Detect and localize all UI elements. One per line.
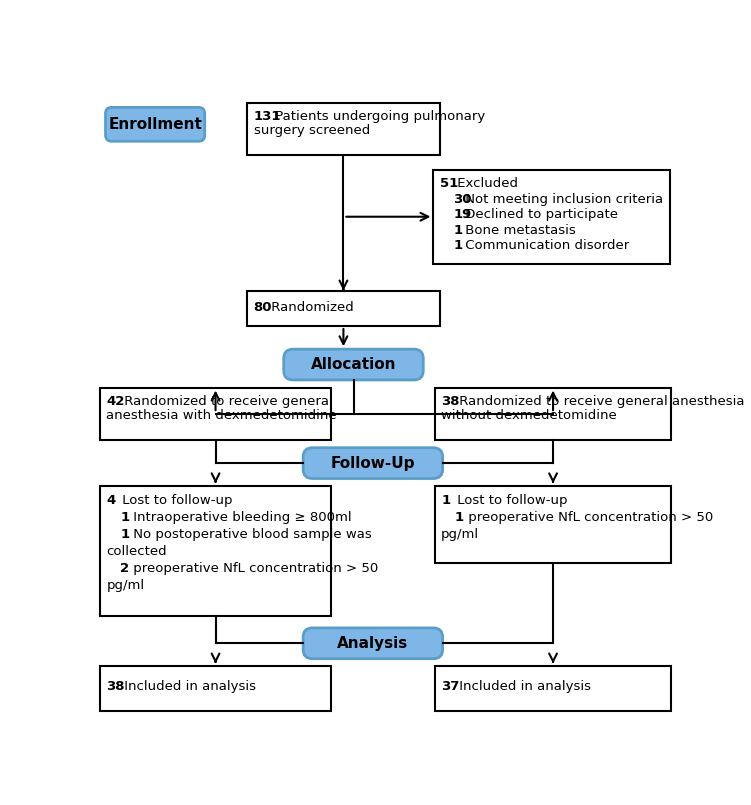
FancyBboxPatch shape: [303, 448, 442, 478]
Text: 1: 1: [454, 224, 463, 237]
Text: surgery screened: surgery screened: [254, 124, 369, 138]
FancyBboxPatch shape: [303, 628, 442, 658]
Text: Communication disorder: Communication disorder: [461, 239, 629, 252]
Bar: [100, 388, 331, 440]
Text: without dexmedetomidine: without dexmedetomidine: [441, 409, 617, 422]
Text: Randomized to receive general: Randomized to receive general: [120, 395, 333, 408]
Bar: [435, 388, 671, 440]
Text: Analysis: Analysis: [337, 636, 409, 650]
Text: No postoperative blood sample was: No postoperative blood sample was: [128, 528, 372, 541]
Text: 19: 19: [454, 208, 472, 221]
Text: 30: 30: [454, 193, 472, 206]
Text: Lost to follow-up: Lost to follow-up: [118, 494, 232, 507]
Text: pg/ml: pg/ml: [107, 579, 144, 592]
Text: 1: 1: [441, 494, 450, 507]
Text: 1: 1: [120, 528, 129, 541]
Text: 1: 1: [120, 511, 129, 524]
Text: 42: 42: [107, 395, 125, 408]
Text: Enrollment: Enrollment: [108, 117, 202, 132]
Bar: [100, 667, 331, 711]
Text: Randomized: Randomized: [267, 301, 354, 315]
Text: collected: collected: [107, 545, 167, 558]
Text: 38: 38: [441, 395, 460, 408]
Text: Follow-Up: Follow-Up: [330, 456, 415, 471]
Text: Patients undergoing pulmonary: Patients undergoing pulmonary: [271, 110, 486, 123]
Bar: [435, 667, 671, 711]
Text: 1: 1: [455, 511, 464, 524]
Text: Intraoperative bleeding ≥ 800ml: Intraoperative bleeding ≥ 800ml: [128, 511, 351, 524]
Bar: [435, 486, 671, 564]
Text: 4: 4: [107, 494, 116, 507]
Bar: [100, 486, 331, 616]
Text: Allocation: Allocation: [311, 357, 397, 372]
Text: Declined to participate: Declined to participate: [461, 208, 618, 221]
Text: Included in analysis: Included in analysis: [455, 680, 591, 693]
Text: Bone metastasis: Bone metastasis: [461, 224, 576, 237]
FancyBboxPatch shape: [105, 107, 205, 141]
Text: preoperative NfL concentration > 50: preoperative NfL concentration > 50: [463, 511, 713, 524]
Text: 80: 80: [254, 301, 272, 315]
Text: 51: 51: [439, 177, 458, 191]
Text: anesthesia with dexmedetomidine: anesthesia with dexmedetomidine: [107, 409, 337, 422]
Text: 2: 2: [120, 562, 129, 575]
Text: 1: 1: [454, 239, 463, 252]
Text: 38: 38: [107, 680, 125, 693]
Bar: [247, 291, 439, 326]
Bar: [433, 170, 670, 264]
Text: Randomized to receive general anesthesia: Randomized to receive general anesthesia: [455, 395, 744, 408]
Text: Not meeting inclusion criteria: Not meeting inclusion criteria: [461, 193, 663, 206]
Text: pg/ml: pg/ml: [441, 528, 479, 541]
Text: Included in analysis: Included in analysis: [120, 680, 256, 693]
Text: Lost to follow-up: Lost to follow-up: [453, 494, 567, 507]
FancyBboxPatch shape: [284, 349, 424, 380]
Text: 131: 131: [254, 110, 281, 123]
Text: preoperative NfL concentration > 50: preoperative NfL concentration > 50: [128, 562, 378, 575]
Text: Excluded: Excluded: [454, 177, 518, 191]
Text: 37: 37: [441, 680, 460, 693]
Bar: [247, 103, 439, 155]
